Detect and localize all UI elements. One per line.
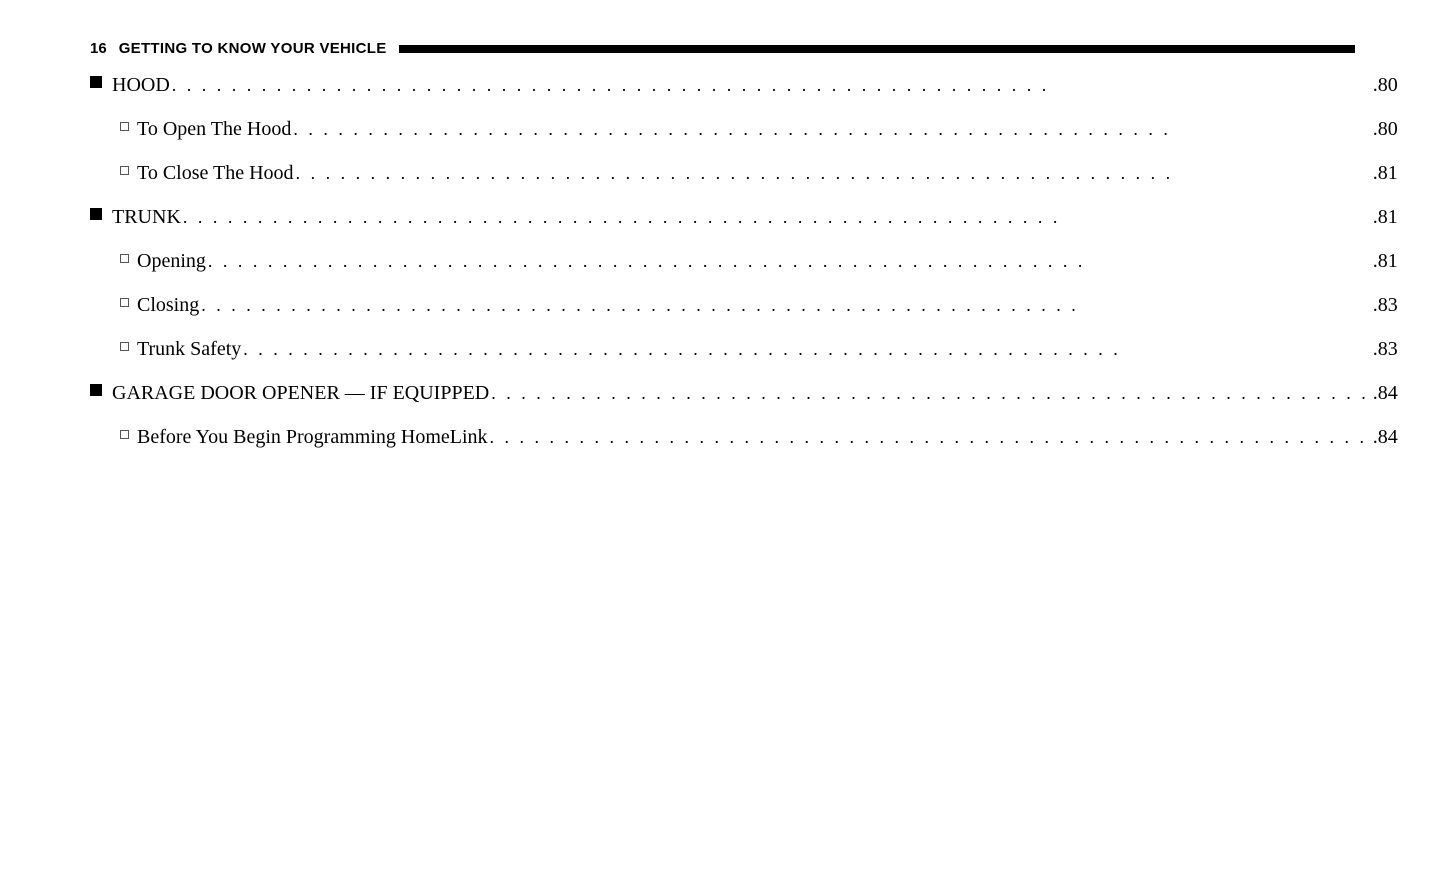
- empty-square-icon: [120, 122, 129, 131]
- toc-entry: HOOD .80: [90, 71, 1398, 99]
- toc-page: .83: [1371, 291, 1398, 319]
- toc-leader-dots: [170, 73, 1371, 98]
- filled-square-icon: [90, 208, 102, 220]
- toc-entry: Before You Begin Programming HomeLink .84: [120, 423, 1398, 451]
- toc-column-left: HOOD .80 To Open The Hood .80 To Close The H…: [90, 71, 1398, 467]
- toc-leader-dots: [199, 293, 1371, 318]
- page-number: 16: [90, 40, 107, 57]
- toc-leader-dots: [294, 161, 1371, 186]
- toc-leader-dots: [291, 117, 1370, 142]
- empty-square-icon: [120, 430, 129, 439]
- toc-label: Before You Begin Programming HomeLink: [137, 423, 488, 451]
- toc-page: .80: [1371, 71, 1398, 99]
- toc-leader-dots: [488, 425, 1371, 450]
- empty-square-icon: [120, 254, 129, 263]
- filled-square-icon: [90, 384, 102, 396]
- toc-label: Opening: [137, 247, 206, 275]
- page-header: 16 GETTING TO KNOW YOUR VEHICLE: [90, 40, 1355, 57]
- toc-entry: Closing .83: [120, 291, 1398, 319]
- section-title: GETTING TO KNOW YOUR VEHICLE: [119, 40, 387, 57]
- toc-columns: HOOD.80To Open The Hood.80To Close The H…: [90, 71, 1355, 467]
- toc-label: To Close The Hood: [137, 159, 294, 187]
- toc-entry: Opening .81: [120, 247, 1398, 275]
- toc-leader-dots: [181, 205, 1371, 230]
- toc-page: .84: [1371, 379, 1398, 407]
- header-rule: [399, 45, 1355, 53]
- toc-page: .81: [1371, 247, 1398, 275]
- toc-label: TRUNK: [112, 203, 181, 231]
- toc-label: HOOD: [112, 71, 170, 99]
- toc-page: .80: [1371, 115, 1398, 143]
- toc-label: GARAGE DOOR OPENER — IF EQUIPPED: [112, 379, 489, 407]
- toc-entry: GARAGE DOOR OPENER — IF EQUIPPED .84: [90, 379, 1398, 407]
- toc-entry: To Close The Hood .81: [120, 159, 1398, 187]
- toc-label: Trunk Safety: [137, 335, 241, 363]
- empty-square-icon: [120, 298, 129, 307]
- toc-leader-dots: [241, 337, 1370, 362]
- toc-label: Closing: [137, 291, 199, 319]
- toc-leader-dots: [206, 249, 1371, 274]
- empty-square-icon: [120, 166, 129, 175]
- toc-entry: To Open The Hood .80: [120, 115, 1398, 143]
- toc-page: .81: [1371, 159, 1398, 187]
- filled-square-icon: [90, 76, 102, 88]
- toc-page: .83: [1371, 335, 1398, 363]
- toc-page: .81: [1371, 203, 1398, 231]
- toc-entry: Trunk Safety .83: [120, 335, 1398, 363]
- toc-label: To Open The Hood: [137, 115, 291, 143]
- toc-entry: TRUNK .81: [90, 203, 1398, 231]
- toc-leader-dots: [489, 381, 1371, 406]
- toc-page: .84: [1371, 423, 1398, 451]
- empty-square-icon: [120, 342, 129, 351]
